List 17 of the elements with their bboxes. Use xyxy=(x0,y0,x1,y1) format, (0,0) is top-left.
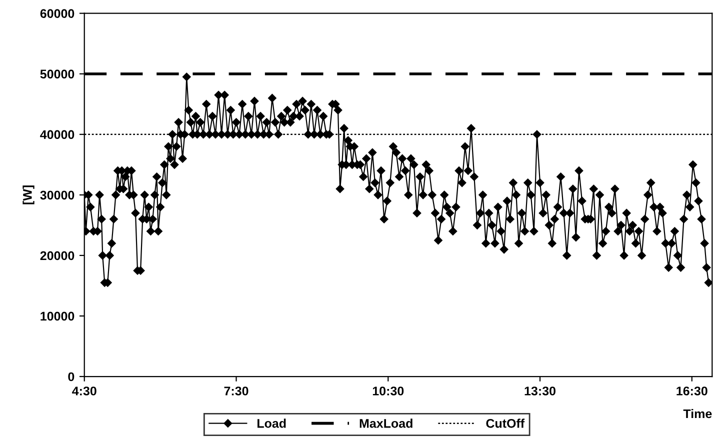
legend-label: MaxLoad xyxy=(360,418,412,428)
x-tick-label: 10:30 xyxy=(372,386,404,396)
x-tick-label: 16:30 xyxy=(676,386,708,396)
y-tick-label: 40000 xyxy=(40,130,74,140)
x-tick-label: 7:30 xyxy=(224,386,248,396)
x-tick-label: 4:30 xyxy=(72,386,96,396)
legend-label: CutOff xyxy=(486,418,525,428)
y-tick-label: 10000 xyxy=(40,312,74,321)
y-tick-label: 30000 xyxy=(40,190,74,200)
x-axis-title: Time xyxy=(683,409,712,418)
y-tick-label: 0 xyxy=(68,372,74,382)
y-tick-label: 50000 xyxy=(40,70,74,79)
y-tick-label: 60000 xyxy=(40,9,74,18)
y-tick-label: 20000 xyxy=(40,251,74,260)
legend-label: Load xyxy=(258,418,286,428)
y-axis-title: [W] xyxy=(22,186,34,204)
x-tick-label: 13:30 xyxy=(524,386,556,396)
